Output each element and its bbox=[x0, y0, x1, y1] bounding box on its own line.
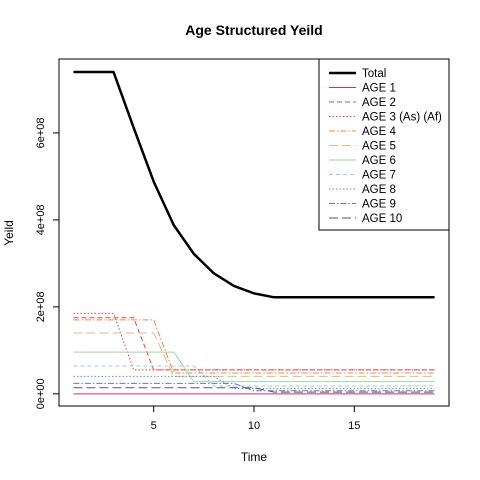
series-line-9 bbox=[73, 382, 435, 392]
axes: 5 10 15 0e+00 2e+08 4e+08 6e+08 bbox=[35, 117, 360, 432]
legend-label: AGE 6 bbox=[362, 155, 396, 167]
series-line-10 bbox=[73, 387, 435, 393]
legend-label: AGE 5 bbox=[362, 141, 396, 153]
series-line-8 bbox=[73, 375, 435, 390]
x-tick-label: 5 bbox=[151, 420, 157, 432]
chart-title: Age Structured Yeild bbox=[185, 22, 322, 38]
x-tick-label: 15 bbox=[348, 420, 360, 432]
series-line-5 bbox=[73, 332, 435, 377]
series-line-3 bbox=[73, 312, 435, 371]
y-axis-label: Yeild bbox=[2, 220, 16, 246]
series-line-7 bbox=[73, 365, 435, 387]
legend-label: AGE 7 bbox=[362, 170, 396, 182]
series-line-6 bbox=[73, 351, 435, 383]
legend-label: Total bbox=[362, 68, 386, 80]
series-line-4 bbox=[73, 319, 435, 374]
y-tick-label: 2e+08 bbox=[35, 291, 47, 322]
x-tick-label: 10 bbox=[248, 420, 260, 432]
legend-label: AGE 2 bbox=[362, 97, 396, 109]
y-tick-label: 0e+00 bbox=[35, 378, 47, 409]
legend-label: AGE 3 (As) (Af) bbox=[362, 112, 442, 124]
y-tick-label: 6e+08 bbox=[35, 117, 47, 148]
legend-label: AGE 10 bbox=[362, 213, 402, 225]
series-line-0 bbox=[73, 70, 435, 299]
legend-label: AGE 1 bbox=[362, 83, 396, 95]
legend-label: AGE 9 bbox=[362, 199, 396, 211]
legend-label: AGE 8 bbox=[362, 184, 396, 196]
legend: Total AGE 1 AGE 2 AGE 3 (As) (Af) AGE 4 AGE 5… bbox=[318, 58, 450, 231]
legend-label: AGE 4 bbox=[362, 126, 396, 138]
y-tick-label: 4e+08 bbox=[35, 204, 47, 235]
plot-area bbox=[73, 70, 435, 395]
x-axis-label: Time bbox=[241, 450, 268, 464]
